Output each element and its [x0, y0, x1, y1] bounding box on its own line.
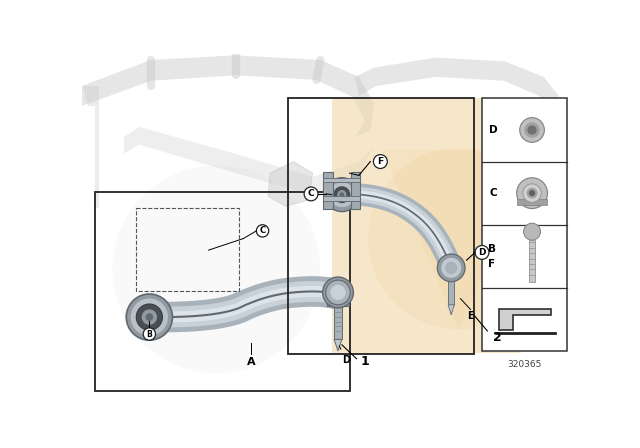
Polygon shape [124, 127, 374, 195]
Polygon shape [382, 150, 536, 331]
Circle shape [327, 282, 349, 303]
Circle shape [445, 262, 458, 274]
Polygon shape [448, 305, 454, 315]
Text: D: D [489, 125, 498, 135]
Polygon shape [355, 58, 559, 114]
Bar [351, 172, 360, 208]
Polygon shape [83, 86, 99, 208]
Text: B: B [488, 244, 496, 254]
Bar [334, 305, 342, 340]
Bar [323, 172, 333, 208]
Bar [95, 192, 349, 391]
Text: A: A [246, 357, 255, 367]
Circle shape [304, 187, 318, 201]
Text: F: F [488, 259, 495, 269]
Bar [332, 99, 520, 353]
Polygon shape [499, 309, 551, 330]
Circle shape [520, 118, 545, 142]
Bar [136, 208, 239, 291]
Bar [529, 240, 535, 282]
Text: 2: 2 [493, 331, 502, 344]
Polygon shape [334, 340, 342, 351]
Text: 320365: 320365 [507, 360, 541, 369]
Circle shape [516, 178, 547, 208]
Bar [288, 99, 474, 354]
Text: D: D [478, 248, 486, 257]
Circle shape [529, 190, 535, 196]
Circle shape [524, 223, 541, 240]
Bar [482, 99, 566, 351]
Text: 1: 1 [360, 355, 369, 368]
Polygon shape [268, 162, 312, 206]
Circle shape [136, 304, 163, 330]
Bar [448, 278, 454, 305]
Text: C: C [308, 190, 314, 198]
Text: B: B [147, 330, 152, 339]
Circle shape [141, 310, 157, 325]
Circle shape [441, 258, 461, 278]
Polygon shape [81, 55, 374, 137]
Text: C: C [259, 226, 266, 235]
Text: E: E [467, 310, 474, 321]
Circle shape [323, 277, 353, 308]
Circle shape [126, 294, 172, 340]
Bar [327, 289, 349, 306]
Circle shape [523, 184, 541, 202]
Circle shape [333, 186, 350, 203]
Bar [516, 199, 547, 206]
Text: D: D [339, 346, 350, 365]
Text: F: F [378, 157, 383, 166]
Circle shape [527, 125, 537, 134]
Circle shape [475, 246, 489, 259]
Circle shape [326, 280, 350, 305]
Circle shape [257, 225, 269, 237]
Bar [323, 196, 360, 201]
Circle shape [524, 122, 540, 138]
Circle shape [527, 188, 538, 198]
Circle shape [330, 285, 346, 300]
Circle shape [113, 165, 320, 373]
Circle shape [337, 190, 346, 199]
Bar [323, 178, 360, 182]
Circle shape [145, 313, 153, 321]
Circle shape [329, 181, 355, 208]
Circle shape [325, 178, 359, 211]
Circle shape [130, 298, 168, 336]
Circle shape [368, 148, 550, 329]
Circle shape [437, 254, 465, 282]
Circle shape [373, 155, 387, 168]
Text: C: C [490, 188, 497, 198]
Circle shape [143, 328, 156, 340]
Circle shape [340, 192, 344, 197]
